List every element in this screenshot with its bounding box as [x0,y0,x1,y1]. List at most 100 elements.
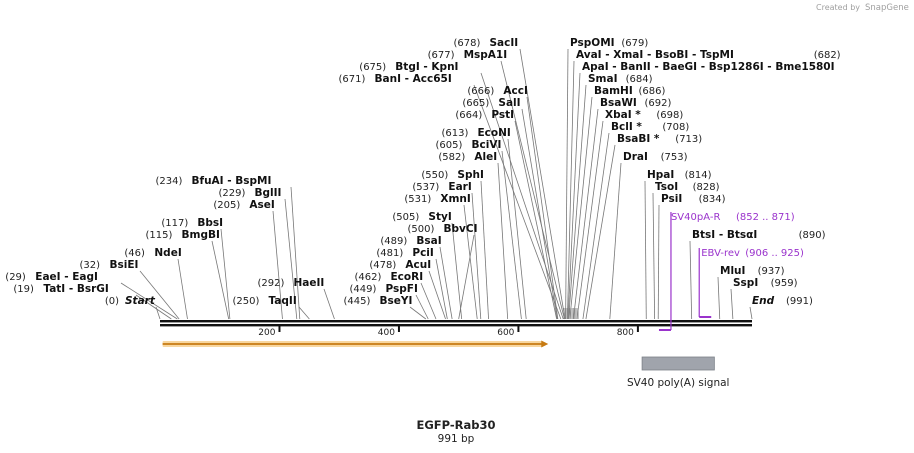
site-label-group[interactable]: PciI (481) [376,247,433,259]
orf-arrow[interactable] [162,340,549,348]
site-label-group[interactable]: BclI * (708) [611,121,689,133]
site-leader [569,96,593,320]
site-label-group[interactable]: EcoNI (613) [442,127,511,139]
site-leader [514,120,558,320]
site-label-group[interactable]: PspOMI (679) [570,37,648,49]
site-leader [582,132,610,320]
axis-tick-label: 400 [378,328,395,338]
site-position: (550) [421,170,448,181]
site-label-group[interactable]: XbaI * (698) [605,109,683,121]
feature-box [641,356,715,371]
site-label-group[interactable]: PstI (664) [455,109,514,121]
site-label-group[interactable]: DraI (753) [623,151,688,163]
site-label-group[interactable]: BfuAI - BspMI (234) [156,175,272,187]
site-label-group[interactable]: BanI - Acc65I (671) [339,73,452,85]
site-label-group[interactable]: BtgI - KpnI (675) [359,61,458,73]
site-leader [526,96,559,320]
site-leader [521,108,558,320]
site-leader [565,48,569,320]
site-label-group[interactable]: XmnI (531) [404,193,470,205]
site-label-group[interactable]: BsaWI (692) [600,97,671,109]
site-labels: TatI - BsrGI(19)EaeI - EagI(29)NdeI(46)B… [5,37,914,307]
backbone-bottom-strand [160,324,752,327]
enzyme-name: AccI [503,85,527,97]
site-position: (665) [462,98,489,109]
site-label-group[interactable]: SalI (665) [462,97,520,109]
site-leader [644,180,647,320]
site-label-group[interactable]: SphI (550) [421,169,483,181]
site-label-group[interactable]: TsoI (828) [655,181,720,193]
site-leader [497,162,509,320]
site-position: (46) [124,248,145,259]
primer-sv40pa-r[interactable]: SV40pA-R (852 .. 871) [658,212,795,331]
enzyme-name: PspFI [386,283,418,295]
axis-tick [636,326,639,332]
primer-name: SV40pA-R [671,212,720,223]
site-label-group[interactable]: TaqII (250) [233,295,297,307]
site-position: (478) [369,260,396,271]
site-label-group[interactable]: BmgBI (115) [146,229,220,241]
site-label-group[interactable]: AcuI (478) [369,259,431,271]
enzyme-name: HaeII [294,277,325,289]
site-label-group[interactable]: SspI (959) [733,277,798,289]
site-leader [568,84,587,320]
site-position: (692) [645,98,672,109]
site-label-group[interactable]: PsiI (834) [661,193,726,205]
site-leader [473,84,562,320]
site-label-group[interactable]: AseI (205) [213,199,274,211]
site-label-group[interactable]: BglII (229) [219,187,282,199]
site-label-group[interactable]: EaeI - EagI (29) [5,271,98,283]
site-position: (677) [428,50,455,61]
site-leader [435,258,448,320]
site-leader [609,162,622,320]
enzyme-name: TatI - BsrGI [43,283,108,295]
site-label-group[interactable]: NdeI (46) [124,247,181,259]
site-position: (449) [350,284,377,295]
site-label-group[interactable]: AleI (582) [438,151,497,163]
site-label-group[interactable]: SmaI (684) [588,73,653,85]
site-label-group[interactable]: BsaBI * (713) [617,133,702,145]
site-position: (500) [408,224,435,235]
start-label: Start [125,295,156,307]
start-position: (0) [105,296,119,307]
site-position: (828) [693,182,720,193]
site-label-group[interactable]: EarI (537) [412,181,471,193]
site-label-group[interactable]: EcoRI (462) [355,271,424,283]
site-label-group[interactable]: BamHI (686) [594,85,665,97]
site-label-group[interactable]: HaeII (292) [258,277,325,289]
enzyme-name: BglII [255,187,282,199]
enzyme-name: XmnI [440,193,470,205]
site-label-group[interactable]: HpaI (814) [647,169,712,181]
enzyme-name: BtgI - KpnI [395,61,458,73]
enzyme-name: AvaI - XmaI - BsoBI - TspMI [576,49,734,61]
primer-ebv-rev[interactable]: EBV-rev (906 .. 925) [698,248,804,318]
site-label-group[interactable]: BbvCI (500) [408,223,478,235]
site-position: (605) [436,140,463,151]
site-label-group[interactable]: PspFI (449) [350,283,418,295]
site-label-group[interactable]: BseYI (445) [344,295,413,307]
site-label-group[interactable]: BbsI (117) [161,217,223,229]
site-leader [567,72,581,320]
site-label-group[interactable]: SacII (678) [454,37,519,49]
site-label-group[interactable]: StyI (505) [392,211,451,223]
site-label-group[interactable]: BciVI (605) [436,139,502,151]
site-label-group[interactable]: MspA1I (677) [428,49,508,61]
feature-sv40-polya-signal[interactable]: SV40 poly(A) signal [627,356,730,389]
site-leader [211,240,230,320]
site-label-group[interactable]: TatI - BsrGI (19) [13,283,108,295]
site-label-group[interactable]: BsiEI (32) [80,259,139,271]
site-position: (890) [799,230,826,241]
enzyme-name: BtsI - BtsαI [692,229,757,241]
site-label-group[interactable]: MluI (937) [720,265,785,277]
site-leader [572,108,599,320]
site-label-group[interactable]: AccI (666) [467,85,527,97]
site-label-group[interactable]: AvaI - XmaI - BsoBI - TspMI (682) [576,49,841,61]
site-leader [458,234,475,320]
plasmid-length: 991 bp [438,433,475,445]
plasmid-title: EGFP-Rab30 [416,418,495,432]
site-leader [451,222,463,320]
site-label-group[interactable]: BtsI - BtsαI (890) [692,229,826,241]
site-label-group[interactable]: BsaI (489) [380,235,441,247]
site-label-group[interactable]: ApaI - BanII - BaeGI - Bsp1286I - Bme158… [582,61,914,73]
site-leader [730,288,734,320]
